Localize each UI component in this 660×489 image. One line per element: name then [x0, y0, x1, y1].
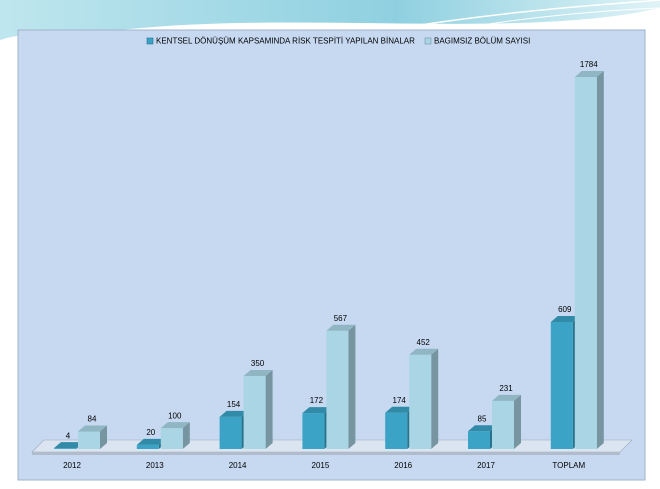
data-label: 452	[417, 338, 431, 347]
data-label: 154	[227, 400, 241, 409]
legend-label: BAGIMSIZ BÖLÜM SAYISI	[434, 37, 530, 46]
bar-top	[136, 438, 166, 445]
x-tick-label: 2017	[477, 461, 495, 470]
bar-top	[409, 348, 439, 355]
bar	[550, 322, 573, 449]
bar-top	[302, 407, 332, 414]
bar	[302, 413, 325, 449]
x-tick-label: TOPLAM	[552, 461, 585, 470]
x-tick-label: 2013	[146, 461, 164, 470]
bar-top	[385, 406, 415, 413]
bar-side	[514, 394, 521, 449]
bar	[219, 416, 242, 449]
bar-top	[78, 425, 107, 432]
bar-top	[219, 410, 249, 417]
data-label: 231	[499, 384, 513, 393]
bar-top	[54, 442, 83, 449]
data-label: 350	[251, 359, 265, 368]
bar-side	[265, 370, 273, 449]
data-label: 174	[393, 396, 407, 405]
data-label: 172	[310, 396, 324, 405]
data-label: 100	[168, 411, 182, 420]
x-tick-label: 2012	[63, 461, 81, 470]
bar	[136, 444, 159, 449]
bar-top	[468, 425, 497, 432]
decoration-line	[449, 7, 660, 31]
floor-edge	[32, 452, 620, 455]
bar-side	[596, 71, 604, 449]
bar	[326, 330, 349, 449]
data-label: 85	[478, 414, 487, 423]
bar-top	[550, 316, 580, 323]
decoration-wave	[0, 0, 660, 40]
data-label: 20	[146, 428, 155, 437]
x-tick-label: 2016	[394, 461, 412, 470]
bar	[385, 412, 408, 449]
bar	[492, 400, 514, 449]
data-label: 84	[88, 415, 97, 424]
data-label: 567	[334, 314, 348, 323]
bar-side	[182, 422, 190, 449]
x-tick-label: 2015	[312, 461, 330, 470]
x-tick-label: 2014	[229, 461, 247, 470]
bar	[243, 376, 266, 449]
bar	[160, 428, 183, 449]
data-label: 4	[66, 431, 71, 440]
decoration-line	[419, 0, 660, 26]
bar	[574, 77, 597, 449]
bar	[54, 448, 76, 449]
bar-top	[574, 71, 604, 77]
bar-top	[492, 394, 521, 401]
data-label: 609	[558, 305, 572, 314]
bar-top	[243, 370, 273, 377]
data-label: 1784	[580, 60, 598, 69]
bar-side	[100, 425, 107, 449]
bar	[468, 431, 490, 449]
bar-top	[160, 422, 190, 429]
legend-swatch	[146, 37, 154, 45]
bar	[409, 354, 432, 449]
bar	[78, 431, 100, 449]
legend-swatch	[424, 37, 432, 45]
bar-top	[326, 324, 356, 331]
bar-side	[431, 348, 439, 449]
bar-side	[348, 324, 356, 449]
legend-label: KENTSEL DÖNÜŞÜM KAPSAMINDA RİSK TESPİTİ …	[156, 37, 415, 46]
